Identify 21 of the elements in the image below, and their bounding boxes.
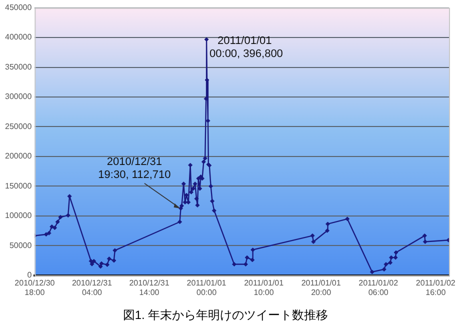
x-tick-label: 2010/12/31 04:00 (72, 278, 113, 298)
y-tick-label: 300000 (4, 92, 32, 102)
text: 図1. 年末から年明けのツイート数推移 (122, 308, 328, 322)
y-tick-label: 150000 (4, 181, 32, 190)
y-tick-label: 450000 (4, 3, 32, 12)
x-tick-label: 2010/12/31 14:00 (129, 278, 170, 298)
annotation: 2011/01/01 00:00, 396,800 (210, 34, 283, 60)
x-tick-label: 2010/12/30 18:00 (14, 278, 56, 298)
x-tick-label: 2011/01/01 20:00 (301, 278, 342, 298)
y-tick-label: 250000 (4, 122, 32, 131)
x-tick-label: 2011/01/02 06:00 (358, 278, 399, 298)
y-tick-label: 400000 (4, 32, 32, 42)
y-tick-label: 50000 (9, 240, 32, 250)
x-tick-label: 2011/01/02 16:00 (416, 278, 456, 298)
x-tick-label: 2011/01/01 00:00 (186, 278, 227, 298)
x-tick-label: 2011/01/01 10:00 (244, 278, 284, 298)
annotation: 2010/12/31 19:30, 112,710 (98, 156, 171, 181)
y-tick-label: 100000 (4, 211, 32, 220)
y-tick-label: 350000 (4, 62, 32, 72)
y-tick-label: 200000 (4, 152, 32, 161)
y-tick-label: 0 (27, 270, 32, 280)
